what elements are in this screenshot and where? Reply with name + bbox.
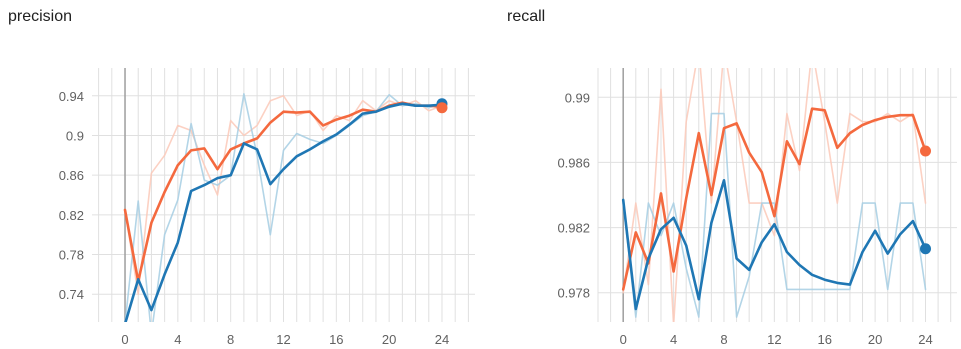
x-tick-label: 20 bbox=[382, 332, 396, 347]
x-tick-label: 12 bbox=[767, 332, 781, 347]
series-line-blue-raw bbox=[622, 112, 927, 318]
x-tick-label: 8 bbox=[227, 332, 234, 347]
x-tick-label: 24 bbox=[918, 332, 932, 347]
x-tick-label: 16 bbox=[329, 332, 343, 347]
series-line-orange-smoothed bbox=[621, 107, 927, 291]
series-line-orange-raw bbox=[622, 68, 927, 322]
y-tick-label: 0.99 bbox=[565, 90, 590, 105]
series-line-blue-smoothed bbox=[621, 179, 927, 311]
y-tick-label: 0.978 bbox=[557, 286, 590, 301]
y-tick-label: 0.986 bbox=[557, 155, 590, 170]
series-group bbox=[621, 68, 927, 322]
chart-title-precision: precision bbox=[8, 8, 73, 25]
y-tick-label: 0.78 bbox=[59, 248, 84, 263]
x-tick-label: 24 bbox=[435, 332, 449, 347]
y-tick-label: 0.86 bbox=[59, 168, 84, 183]
end-marker-blue bbox=[920, 243, 932, 255]
chart-recall: 0.978 0.982 0.986 0.99 0 4 8 12 16 20 24 bbox=[557, 68, 957, 347]
y-tick-label: 0.982 bbox=[557, 221, 590, 236]
end-marker-orange bbox=[436, 102, 448, 114]
end-marker-orange bbox=[920, 145, 932, 157]
x-tick-label: 20 bbox=[868, 332, 882, 347]
x-tick-label: 12 bbox=[276, 332, 290, 347]
x-tick-label: 0 bbox=[121, 332, 128, 347]
x-tick-label: 4 bbox=[670, 332, 677, 347]
y-tick-label: 0.74 bbox=[59, 287, 84, 302]
x-tick-label: 16 bbox=[818, 332, 832, 347]
series-line-blue-raw bbox=[124, 93, 443, 322]
series-line-blue-smoothed bbox=[124, 102, 444, 322]
y-tick-label: 0.9 bbox=[66, 128, 84, 143]
series-group bbox=[123, 93, 444, 322]
x-tick-label: 8 bbox=[720, 332, 727, 347]
y-tick-label: 0.94 bbox=[59, 89, 84, 104]
x-tick-label: 4 bbox=[174, 332, 181, 347]
x-tick-label: 0 bbox=[620, 332, 627, 347]
chart-precision: 0.74 0.78 0.82 0.86 0.9 0.94 0 4 8 12 16 20 24 bbox=[59, 68, 475, 347]
chart-title-recall: recall bbox=[507, 8, 546, 25]
y-tick-label: 0.82 bbox=[59, 208, 84, 223]
series-line-orange-raw bbox=[124, 95, 443, 296]
